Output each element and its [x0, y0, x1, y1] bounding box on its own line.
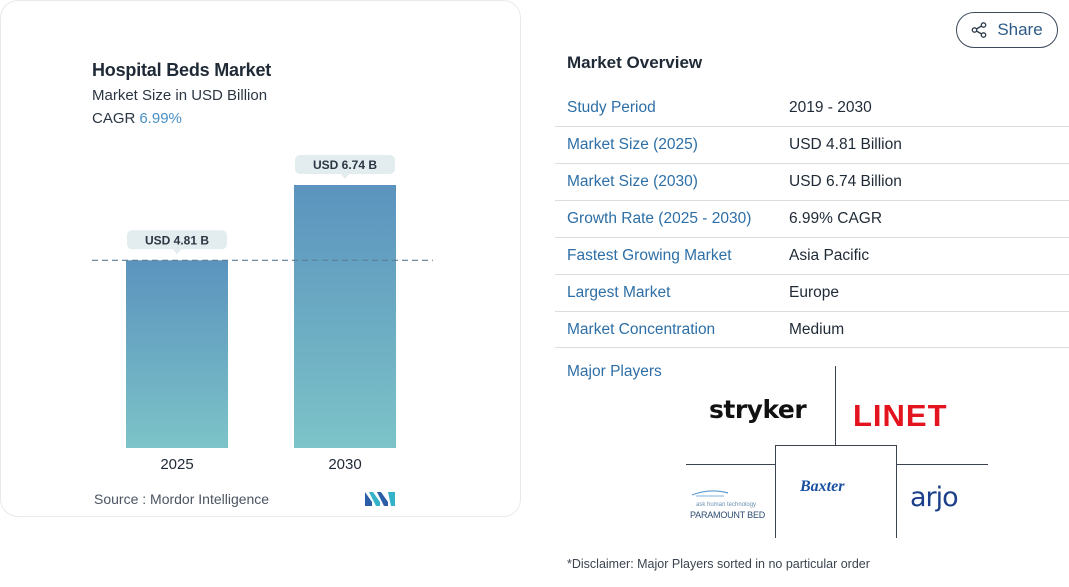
x-tick-label: 2025 — [160, 456, 193, 473]
overview-row-label: Market Size (2025) — [567, 136, 698, 153]
chart-cagr: CAGR 6.99% — [92, 110, 182, 127]
players-grid — [686, 366, 988, 538]
arjo-logo: arjo — [910, 482, 959, 513]
overview-row-value: Medium — [789, 320, 845, 338]
overview-row: Market Concentration Medium — [555, 312, 1069, 348]
overview-row-label: Market Concentration — [567, 320, 716, 338]
bar-2025 — [126, 260, 228, 448]
cagr-value: 6.99% — [139, 110, 182, 127]
share-label: Share — [997, 20, 1043, 39]
overview-row-value: USD 4.81 Billion — [789, 136, 902, 153]
overview-row-label: Largest Market — [567, 284, 671, 301]
chart-title: Hospital Beds Market — [92, 60, 272, 80]
overview-row: Fastest Growing Market Asia Pacific — [555, 238, 1069, 275]
overview-row-value: Europe — [789, 284, 839, 301]
paramount-bed-logo: ask human technology PARAMOUNT BED — [690, 484, 770, 520]
overview-row-value: Asia Pacific — [789, 247, 870, 264]
data-label-text: USD 4.81 B — [145, 233, 209, 247]
major-players-label: Major Players — [567, 363, 662, 380]
stryker-logo: stryker — [709, 395, 807, 424]
overview-row-value: USD 6.74 Billion — [789, 173, 902, 190]
overview-row: Largest Market Europe — [555, 275, 1069, 312]
data-label-2025: USD 4.81 B — [127, 230, 227, 255]
disclaimer: *Disclaimer: Major Players sorted in no … — [567, 557, 870, 571]
share-icon — [971, 22, 987, 38]
paramount-swoosh-icon — [691, 490, 729, 497]
chart-card: Hospital Beds Market Market Size in USD … — [0, 0, 521, 517]
overview-row-label: Growth Rate (2025 - 2030) — [567, 210, 752, 227]
bar-2030 — [294, 185, 396, 448]
data-label-2030: USD 6.74 B — [295, 155, 395, 179]
overview-row-value: 6.99% CAGR — [789, 210, 883, 227]
overview-title: Market Overview — [567, 53, 703, 72]
chart-source: Source : Mordor Intelligence — [94, 491, 270, 507]
chart-subtitle: Market Size in USD Billion — [92, 87, 268, 104]
overview-row: Market Size (2030) USD 6.74 Billion — [555, 164, 1069, 201]
data-label-text: USD 6.74 B — [313, 158, 377, 172]
mordor-logo-icon — [365, 492, 395, 506]
overview-row-label: Market Size (2030) — [567, 173, 698, 190]
overview-row-label: Fastest Growing Market — [567, 247, 732, 264]
share-button[interactable]: Share — [956, 12, 1058, 48]
cagr-label: CAGR — [92, 110, 136, 127]
paramount-name: PARAMOUNT BED — [690, 510, 766, 520]
baxter-logo: Baxter — [800, 478, 845, 495]
overview-row-label: Study Period — [567, 99, 656, 116]
paramount-tagline: ask human technology — [696, 502, 757, 508]
overview-row: Study Period 2019 - 2030 — [555, 90, 1069, 127]
linet-logo: LINET — [853, 398, 948, 433]
overview-table: Study Period 2019 - 2030 Market Size (2025… — [555, 90, 1069, 348]
x-tick-label: 2030 — [328, 456, 361, 473]
bar-chart: USD 4.81 B 2025 USD 6.74 B 2030 — [92, 155, 433, 473]
overview-row: Growth Rate (2025 - 2030) 6.99% CAGR — [555, 201, 1069, 238]
overview-row-value: 2019 - 2030 — [789, 99, 872, 116]
overview-row: Market Size (2025) USD 4.81 Billion — [555, 127, 1069, 164]
